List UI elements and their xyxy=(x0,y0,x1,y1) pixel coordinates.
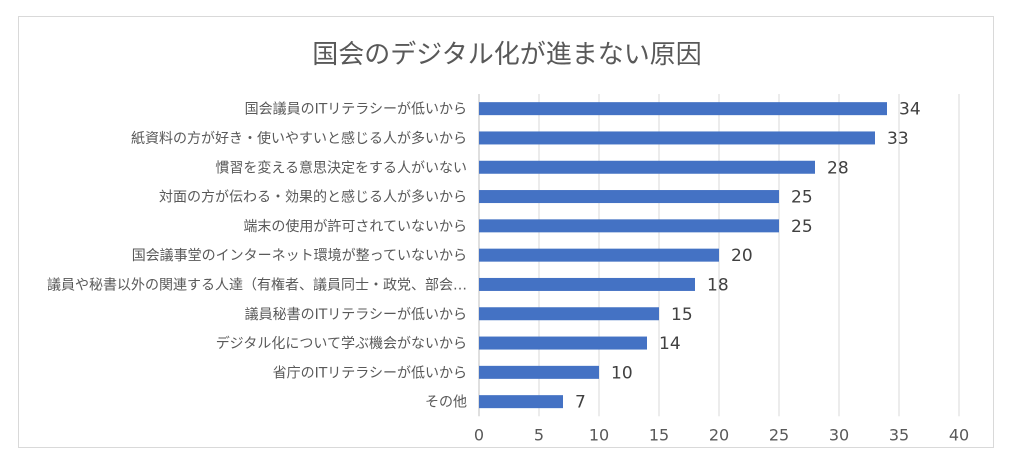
value-label: 25 xyxy=(791,217,813,237)
x-tick-label: 40 xyxy=(949,425,969,444)
bar xyxy=(479,102,887,116)
category-labels: 国会議員のITリテラシーが低いから紙資料の方が好き・使いやすいと感じる人が多いか… xyxy=(47,101,467,411)
bar xyxy=(479,365,599,379)
category-label: 国会議員のITリテラシーが低いから xyxy=(245,101,467,118)
value-label: 28 xyxy=(827,158,849,178)
bar xyxy=(479,219,779,233)
bar xyxy=(479,395,563,409)
category-label: 対面の方が伝わる・効果的と感じる人が多いから xyxy=(159,189,467,206)
category-label: デジタル化について学ぶ機会がないから xyxy=(216,335,467,352)
category-label: 省庁のITリテラシーが低いから xyxy=(273,365,467,381)
bar xyxy=(479,248,719,262)
value-label: 7 xyxy=(575,393,586,413)
category-label: その他 xyxy=(425,395,467,411)
category-label: 国会議事堂のインターネット環境が整っていないから xyxy=(132,247,467,264)
value-label: 33 xyxy=(887,129,909,149)
bar-chart: 国会のデジタル化が進まない原因 国会議員のITリテラシーが低いから紙資料の方が好… xyxy=(47,40,969,444)
value-label: 14 xyxy=(659,334,681,354)
x-tick-label: 30 xyxy=(829,425,849,444)
value-label: 34 xyxy=(899,100,921,120)
category-label: 紙資料の方が好き・使いやすいと感じる人が多いから xyxy=(131,130,467,147)
chart-title: 国会のデジタル化が進まない原因 xyxy=(312,40,701,70)
x-tick-label: 20 xyxy=(709,425,729,444)
category-label: 慣習を変える意思決定をする人がいない xyxy=(215,159,467,176)
bar xyxy=(479,131,875,145)
bar xyxy=(479,190,779,204)
bar xyxy=(479,307,659,321)
category-label: 端末の使用が許可されていないから xyxy=(243,218,467,235)
value-label: 10 xyxy=(611,363,633,383)
bar xyxy=(479,336,647,350)
value-label: 25 xyxy=(791,188,813,208)
x-tick-label: 25 xyxy=(769,425,789,444)
x-tick-label: 10 xyxy=(589,425,609,444)
x-tick-label: 5 xyxy=(534,425,544,444)
category-label: 議員や秘書以外の関連する人達（有権者、議員同士・政党、部会… xyxy=(47,276,467,293)
value-label: 20 xyxy=(731,246,753,266)
bars xyxy=(479,102,887,409)
x-tick-label: 35 xyxy=(889,425,909,444)
chart-frame: 国会のデジタル化が進まない原因 国会議員のITリテラシーが低いから紙資料の方が好… xyxy=(18,16,994,448)
x-tick-label: 15 xyxy=(649,425,669,444)
value-label: 15 xyxy=(671,305,693,325)
x-tick-label: 0 xyxy=(474,425,484,444)
value-label: 18 xyxy=(707,275,729,295)
category-label: 議員秘書のITリテラシーが低いから xyxy=(245,306,467,323)
bar xyxy=(479,277,695,291)
x-axis-ticks: 0 5 10 15 20 25 30 35 40 xyxy=(474,425,969,444)
bar xyxy=(479,160,815,174)
